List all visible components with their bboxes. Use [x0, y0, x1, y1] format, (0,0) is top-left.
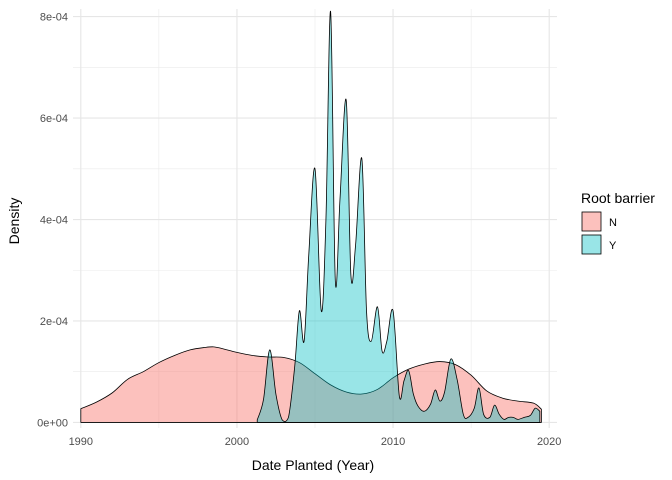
- y-tick-label: 0e+00: [37, 417, 68, 429]
- y-axis-ticks: 0e+00 2e-04 4e-04 6e-04 8e-04: [37, 12, 68, 430]
- legend-label-y: Y: [609, 240, 617, 252]
- x-tick-label: 1990: [69, 436, 93, 448]
- x-tick-label: 2010: [381, 436, 405, 448]
- x-tick-label: 2000: [225, 436, 249, 448]
- y-axis-title: Density: [6, 198, 22, 245]
- density-outline-n: [80, 346, 542, 423]
- legend-label-n: N: [609, 217, 617, 229]
- y-tick-label: 8e-04: [40, 12, 68, 24]
- x-tick-label: 2020: [537, 436, 561, 448]
- density-areas: [80, 11, 542, 423]
- density-area-y: [257, 11, 540, 423]
- y-tick-label: 2e-04: [40, 316, 68, 328]
- x-axis-title: Date Planted (Year): [252, 457, 374, 473]
- density-area-n: [80, 346, 542, 423]
- legend: Root barrier N Y: [581, 190, 655, 255]
- y-tick-label: 4e-04: [40, 215, 68, 227]
- x-axis-ticks: 1990 2000 2010 2020: [69, 436, 562, 448]
- y-tick-label: 6e-04: [40, 113, 68, 125]
- legend-key-n: [581, 211, 602, 232]
- legend-title: Root barrier: [581, 190, 655, 206]
- density-outline-y: [256, 11, 541, 423]
- legend-key-y: [581, 234, 602, 255]
